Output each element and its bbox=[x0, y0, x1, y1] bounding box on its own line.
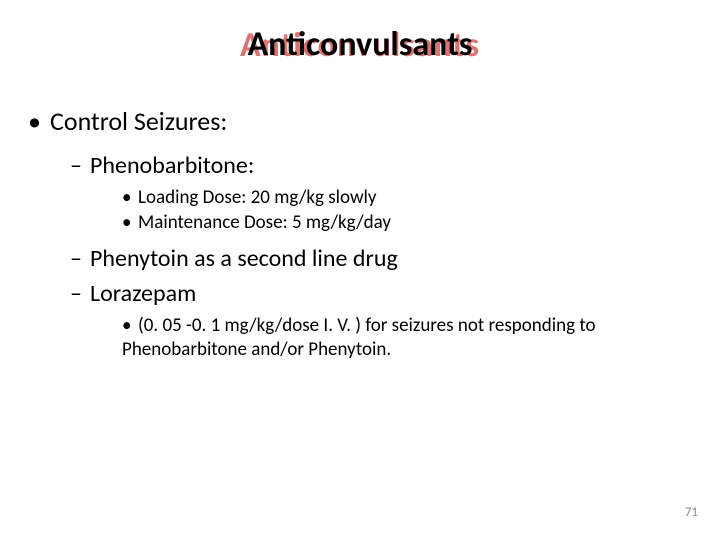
bullet-icon: • bbox=[122, 186, 138, 209]
dash-icon: – bbox=[70, 244, 90, 273]
drug1-line: –Phenobarbitone: bbox=[70, 151, 692, 180]
drug1-loading-line: •Loading Dose: 20 mg/kg slowly bbox=[122, 186, 692, 209]
drug1-maintenance-line: •Maintenance Dose: 5 mg/kg/day bbox=[122, 211, 692, 234]
drug2-line: –Phenytoin as a second line drug bbox=[70, 244, 692, 273]
drug3-note-line: •(0. 05 -0. 1 mg/kg/dose I. V. ) for sei… bbox=[122, 314, 692, 363]
slide-body: •Control Seizures: –Phenobarbitone: •Loa… bbox=[0, 65, 720, 363]
heading-level1: •Control Seizures: bbox=[28, 105, 692, 137]
title-main-text: Anticonvulsants bbox=[248, 24, 473, 65]
drug3-name: Lorazepam bbox=[90, 279, 196, 308]
dash-icon: – bbox=[70, 151, 90, 180]
heading-text: Control Seizures: bbox=[50, 105, 227, 137]
page-number: 71 bbox=[685, 505, 698, 520]
drug1-loading: Loading Dose: 20 mg/kg slowly bbox=[138, 186, 377, 209]
bullet-icon: • bbox=[28, 105, 50, 137]
bullet-icon: • bbox=[122, 314, 138, 338]
drug1-name: Phenobarbitone: bbox=[90, 151, 254, 180]
drug1-maintenance: Maintenance Dose: 5 mg/kg/day bbox=[138, 211, 391, 234]
bullet-icon: • bbox=[122, 211, 138, 234]
drug2-text: Phenytoin as a second line drug bbox=[90, 244, 398, 273]
slide-title: Anticonvulsants Anticonvulsants bbox=[0, 0, 720, 65]
drug3-note: (0. 05 -0. 1 mg/kg/dose I. V. ) for seiz… bbox=[122, 314, 596, 361]
dash-icon: – bbox=[70, 279, 90, 308]
drug3-line: –Lorazepam bbox=[70, 279, 692, 308]
